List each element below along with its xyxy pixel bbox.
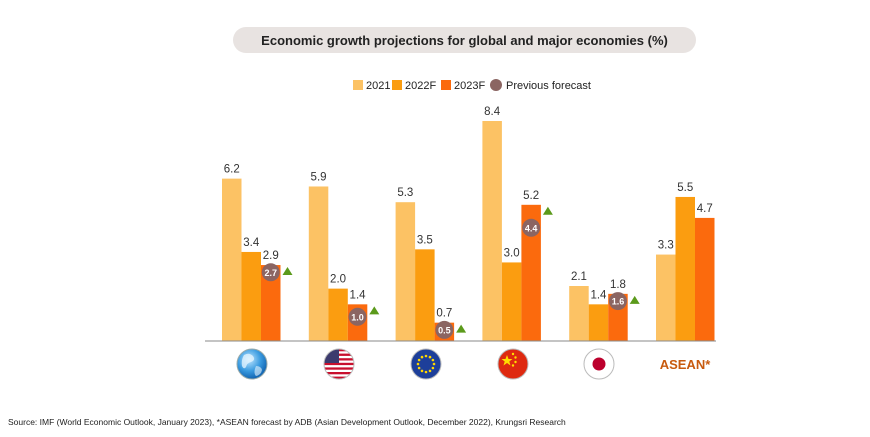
globe-icon [236,348,268,380]
legend: 2021 2022F 2023F Previous forecast [353,79,591,92]
bar-2022f-0 [241,251,261,341]
category-label-asean: ASEAN* [660,357,712,372]
revision-up-arrow-icon-3 [542,206,553,215]
legend-label-2023f: 2023F [454,80,485,92]
value-label-2023f-0: 2.9 [263,250,279,262]
previous-forecast-marker-1 [348,307,367,326]
value-label-2021-2: 5.3 [397,187,413,199]
value-label-2021-3: 8.4 [484,106,501,118]
value-label-2023f-5: 4.7 [697,203,713,215]
revision-up-arrow-icon-0 [282,267,293,276]
value-label-2021-1: 5.9 [311,171,327,183]
chart-title: Economic growth projections for global a… [233,27,696,53]
bar-2021-2 [395,202,416,341]
bar-2022f-4 [588,304,609,341]
revision-up-arrow-icon-2 [456,324,467,333]
source-note: Source: IMF (World Economic Outlook, Jan… [8,417,566,427]
value-label-2023f-2: 0.7 [436,308,452,320]
legend-swatch-2021 [353,80,363,90]
value-label-2023f-3: 5.2 [523,190,539,202]
value-label-2022f-5: 5.5 [677,182,693,194]
bar-2021-0 [222,178,242,341]
bar-2022f-3 [501,262,522,341]
bars-group [222,121,715,341]
value-label-2021-5: 3.3 [658,240,674,252]
previous-forecast-marker-2 [435,320,454,339]
revision-up-arrow-icon-1 [369,306,380,315]
value-label-2022f-1: 2.0 [330,274,346,286]
legend-label-2021: 2021 [366,80,390,92]
category-icons: ASEAN* [236,348,712,380]
value-label-2023f-4: 1.8 [610,279,626,291]
legend-swatch-previous-forecast [490,79,502,91]
legend-label-2022f: 2022F [405,80,436,92]
us-flag-icon [323,348,355,380]
legend-swatch-2022f [392,80,402,90]
bar-2021-3 [482,121,502,341]
value-label-2022f-3: 3.0 [504,247,520,259]
value-label-2022f-2: 3.5 [417,234,433,246]
value-label-2022f-4: 1.4 [590,289,607,301]
value-label-2022f-0: 3.4 [243,237,260,249]
value-label-2021-4: 2.1 [571,271,587,283]
previous-forecast-marker-0 [261,263,280,282]
japan-flag-icon [583,348,615,380]
china-flag-icon [497,348,529,380]
bar-2021-4 [569,286,589,341]
legend-label-previous-forecast: Previous forecast [506,80,591,92]
previous-forecast-label-3: 4.4 [525,223,538,233]
bar-2023f-0 [261,265,281,341]
value-labels: 6.23.42.95.92.01.45.33.50.78.43.05.22.11… [224,106,713,320]
previous-forecast-marker-3 [522,218,541,237]
bar-2022f-1 [328,288,348,341]
legend-swatch-2023f [441,80,451,90]
revision-up-arrow-icon-4 [629,295,640,304]
bar-2023f-5 [695,217,715,341]
bar-2023f-3 [521,204,541,341]
bar-2021-5 [656,254,676,341]
eu-flag-icon [410,348,442,380]
value-label-2021-0: 6.2 [224,164,240,176]
bar-2022f-5 [675,196,695,341]
value-label-2023f-1: 1.4 [350,289,367,301]
previous-forecast-label-1: 1.0 [351,312,364,322]
previous-forecast-label-2: 0.5 [438,325,451,335]
previous-forecast-marker-4 [608,292,627,311]
bar-2021-1 [308,186,329,341]
previous-forecast-label-4: 1.6 [612,297,625,307]
previous-forecast-markers: 2.7 1.0 0.5 4.4 1.6 [261,206,640,339]
bar-2022f-2 [415,249,435,341]
previous-forecast-label-0: 2.7 [264,268,277,278]
